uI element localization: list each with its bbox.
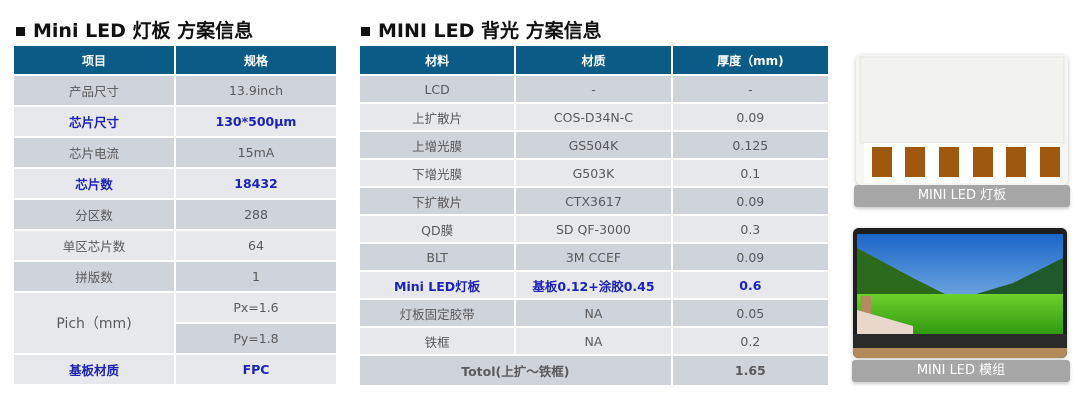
led-board-photo bbox=[856, 55, 1068, 185]
row-value-px: Px=1.6 bbox=[176, 293, 336, 322]
row-value: 18432 bbox=[176, 169, 336, 198]
square-bullet-icon bbox=[361, 27, 370, 36]
table-row: Py=1.8 bbox=[14, 324, 336, 353]
material: 下扩散片 bbox=[360, 188, 515, 214]
thickness: 0.2 bbox=[672, 328, 828, 354]
table-row: 上增光膜 GS504K 0.125 bbox=[360, 132, 828, 158]
table-row: QD膜 SD QF-3000 0.3 bbox=[360, 216, 828, 242]
table-row: 下增光膜 G503K 0.1 bbox=[360, 160, 828, 186]
row-value: 288 bbox=[176, 200, 336, 229]
row-label: 芯片电流 bbox=[14, 138, 174, 167]
row-value: 1 bbox=[176, 262, 336, 291]
thickness: 0.3 bbox=[672, 216, 828, 242]
row-label: 芯片数 bbox=[14, 169, 174, 198]
header-spec: 规格 bbox=[176, 46, 336, 74]
table-row: 芯片尺寸 130*500μm bbox=[14, 107, 336, 136]
spec: 基板0.12+涂胶0.45 bbox=[516, 272, 671, 298]
table-row: 基板材质 FPC bbox=[14, 355, 336, 384]
thickness: 0.125 bbox=[672, 132, 828, 158]
row-value: 130*500μm bbox=[176, 107, 336, 136]
table-row: 芯片电流 15mA bbox=[14, 138, 336, 167]
row-label: 基板材质 bbox=[14, 355, 174, 384]
material: LCD bbox=[360, 76, 515, 102]
material: Mini LED灯板 bbox=[360, 272, 515, 298]
header-item: 项目 bbox=[14, 46, 174, 74]
spec: GS504K bbox=[516, 132, 671, 158]
material: 下增光膜 bbox=[360, 160, 515, 186]
mini-led-board-table: 项目 规格 产品尺寸 13.9inch 芯片尺寸 130*500μm 芯片电流 … bbox=[12, 44, 338, 386]
table-row: 上扩散片 COS-D34N-C 0.09 bbox=[360, 104, 828, 130]
thickness: 0.05 bbox=[672, 300, 828, 326]
row-value: 13.9inch bbox=[176, 76, 336, 105]
table-header-row: 材料 材质 厚度（mm) bbox=[360, 46, 828, 74]
thickness: 0.09 bbox=[672, 104, 828, 130]
row-label: 拼版数 bbox=[14, 262, 174, 291]
right-title-text: MINI LED 背光 方案信息 bbox=[378, 20, 602, 42]
table-row: 灯板固定胶带 NA 0.05 bbox=[360, 300, 828, 326]
header-material: 材料 bbox=[360, 46, 515, 74]
left-section-title: Mini LED 灯板 方案信息 bbox=[16, 16, 253, 43]
spec: NA bbox=[516, 300, 671, 326]
spec: 3M CCEF bbox=[516, 244, 671, 270]
thickness: 0.6 bbox=[672, 272, 828, 298]
square-bullet-icon bbox=[16, 27, 25, 36]
table-row: 产品尺寸 13.9inch bbox=[14, 76, 336, 105]
thickness: 0.1 bbox=[672, 160, 828, 186]
left-title-text: Mini LED 灯板 方案信息 bbox=[33, 20, 254, 42]
material: BLT bbox=[360, 244, 515, 270]
material: QD膜 bbox=[360, 216, 515, 242]
material: 上扩散片 bbox=[360, 104, 515, 130]
total-label: Totol(上扩～铁框) bbox=[360, 356, 671, 385]
led-module-caption: MINI LED 模组 bbox=[852, 360, 1070, 382]
thickness: 0.09 bbox=[672, 244, 828, 270]
led-board-caption: MINI LED 灯板 bbox=[854, 185, 1070, 207]
total-row: Totol(上扩～铁框) 1.65 bbox=[360, 356, 828, 385]
spec: COS-D34N-C bbox=[516, 104, 671, 130]
right-section-title: MINI LED 背光 方案信息 bbox=[361, 16, 602, 43]
led-board-photo-icon bbox=[856, 55, 1068, 185]
table-row: 分区数 288 bbox=[14, 200, 336, 229]
table-row: Pich（mm) Px=1.6 bbox=[14, 293, 336, 353]
total-value: 1.65 bbox=[672, 356, 828, 385]
material: 灯板固定胶带 bbox=[360, 300, 515, 326]
table-row: LCD - - bbox=[360, 76, 828, 102]
table-row: BLT 3M CCEF 0.09 bbox=[360, 244, 828, 270]
spec: NA bbox=[516, 328, 671, 354]
row-label: 分区数 bbox=[14, 200, 174, 229]
mini-led-backlight-table: 材料 材质 厚度（mm) LCD - - 上扩散片 COS-D34N-C 0.0… bbox=[358, 44, 830, 387]
row-value: 64 bbox=[176, 231, 336, 260]
table-row: 拼版数 1 bbox=[14, 262, 336, 291]
material: 上增光膜 bbox=[360, 132, 515, 158]
row-value: 15mA bbox=[176, 138, 336, 167]
header-thickness: 厚度（mm) bbox=[672, 46, 828, 74]
table-row: 单区芯片数 64 bbox=[14, 231, 336, 260]
thickness: - bbox=[672, 76, 828, 102]
spec: SD QF-3000 bbox=[516, 216, 671, 242]
table-row: 铁框 NA 0.2 bbox=[360, 328, 828, 354]
row-label-pitch: Pich（mm) bbox=[14, 293, 174, 353]
table-row: Mini LED灯板 基板0.12+涂胶0.45 0.6 bbox=[360, 272, 828, 298]
table-header-row: 项目 规格 bbox=[14, 46, 336, 74]
led-module-photo-icon bbox=[853, 228, 1067, 358]
row-label: 产品尺寸 bbox=[14, 76, 174, 105]
led-module-photo bbox=[853, 228, 1067, 358]
spec: CTX3617 bbox=[516, 188, 671, 214]
header-spec: 材质 bbox=[516, 46, 671, 74]
row-label: 芯片尺寸 bbox=[14, 107, 174, 136]
thickness: 0.09 bbox=[672, 188, 828, 214]
table-row: 下扩散片 CTX3617 0.09 bbox=[360, 188, 828, 214]
spec: G503K bbox=[516, 160, 671, 186]
row-value-py: Py=1.8 bbox=[176, 324, 336, 353]
spec: - bbox=[516, 76, 671, 102]
row-value: FPC bbox=[176, 355, 336, 384]
material: 铁框 bbox=[360, 328, 515, 354]
row-label: 单区芯片数 bbox=[14, 231, 174, 260]
table-row: 芯片数 18432 bbox=[14, 169, 336, 198]
